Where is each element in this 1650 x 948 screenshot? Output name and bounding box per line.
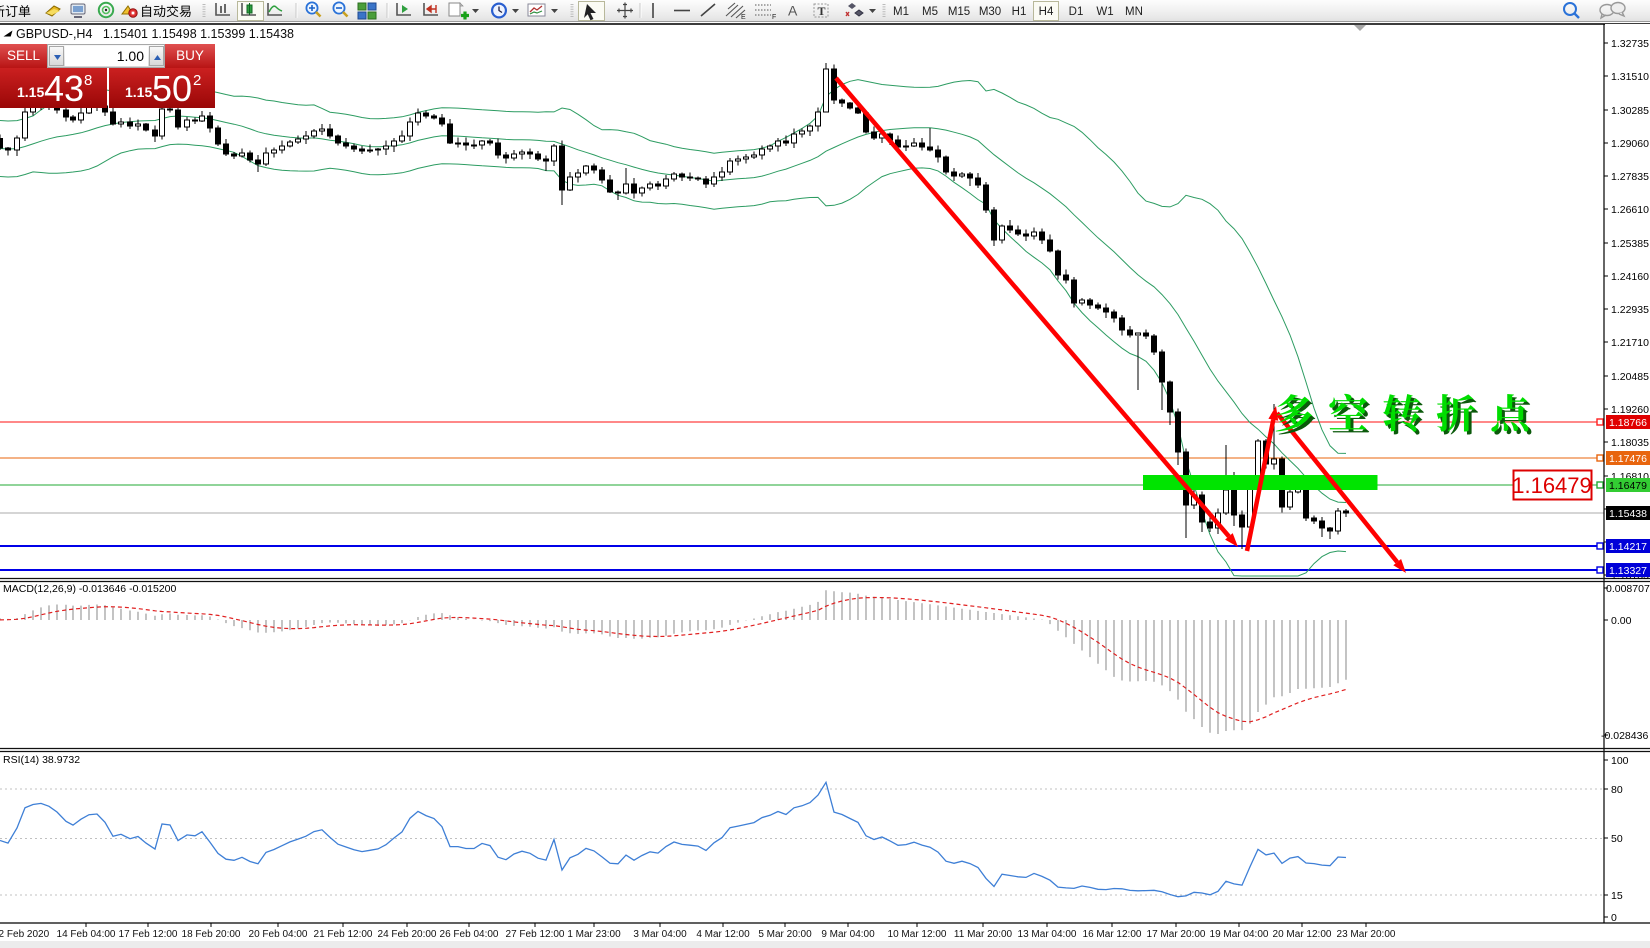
svg-text:100: 100 [1611, 755, 1629, 767]
svg-text:1.21710: 1.21710 [1611, 337, 1649, 349]
svg-text:18 Feb 20:00: 18 Feb 20:00 [182, 929, 241, 940]
svg-text:16 Mar 12:00: 16 Mar 12:00 [1083, 929, 1142, 940]
svg-text:17 Mar 20:00: 17 Mar 20:00 [1147, 929, 1206, 940]
svg-text:11 Mar 20:00: 11 Mar 20:00 [954, 929, 1013, 940]
svg-text:20 Feb 04:00: 20 Feb 04:00 [249, 929, 308, 940]
svg-text:MACD(12,26,9) -0.013646 -0.015: MACD(12,26,9) -0.013646 -0.015200 [3, 583, 177, 595]
svg-text:1 Mar 23:00: 1 Mar 23:00 [567, 929, 621, 940]
svg-text:21 Feb 12:00: 21 Feb 12:00 [314, 929, 373, 940]
svg-text:1.16479: 1.16479 [1512, 473, 1592, 498]
svg-text:1.24160: 1.24160 [1611, 271, 1649, 283]
svg-text:24 Feb 20:00: 24 Feb 20:00 [378, 929, 437, 940]
svg-text:1.31510: 1.31510 [1611, 71, 1649, 83]
svg-text:RSI(14) 38.9732: RSI(14) 38.9732 [3, 754, 80, 766]
svg-text:MN: MN [1125, 6, 1143, 18]
svg-text:19 Mar 04:00: 19 Mar 04:00 [1210, 929, 1269, 940]
svg-text:4 Mar 12:00: 4 Mar 12:00 [696, 929, 750, 940]
svg-text:1.18766: 1.18766 [1609, 417, 1647, 429]
svg-text:E: E [741, 14, 746, 21]
svg-text:1.20485: 1.20485 [1611, 371, 1649, 383]
svg-text:D1: D1 [1069, 6, 1084, 18]
svg-text:10 Mar 12:00: 10 Mar 12:00 [888, 929, 947, 940]
svg-text:1.15438: 1.15438 [1609, 508, 1647, 520]
svg-text:F: F [772, 14, 776, 21]
svg-text:14 Feb 04:00: 14 Feb 04:00 [57, 929, 116, 940]
svg-text:0.00: 0.00 [1611, 615, 1632, 627]
svg-text:M15: M15 [948, 6, 970, 18]
svg-text:H1: H1 [1012, 6, 1027, 18]
svg-text:T: T [818, 4, 826, 18]
svg-text:12 Feb 2020: 12 Feb 2020 [0, 929, 50, 940]
svg-text:1.19260: 1.19260 [1611, 404, 1649, 416]
svg-text:26 Feb 04:00: 26 Feb 04:00 [440, 929, 499, 940]
svg-text:1.18035: 1.18035 [1611, 437, 1649, 449]
svg-text:1.30285: 1.30285 [1611, 105, 1649, 117]
svg-text:1.16479: 1.16479 [1609, 480, 1647, 492]
svg-text:W1: W1 [1096, 6, 1113, 18]
svg-text:-0.028436: -0.028436 [1601, 730, 1648, 742]
svg-text:27 Feb 12:00: 27 Feb 12:00 [506, 929, 565, 940]
svg-text:1.25385: 1.25385 [1611, 238, 1649, 250]
svg-text:A: A [788, 3, 798, 19]
svg-text:3 Mar 04:00: 3 Mar 04:00 [633, 929, 687, 940]
svg-text:M5: M5 [922, 6, 938, 18]
svg-text:1.17476: 1.17476 [1609, 453, 1647, 465]
svg-text:23 Mar 20:00: 23 Mar 20:00 [1337, 929, 1396, 940]
svg-text:1.29060: 1.29060 [1611, 138, 1649, 150]
svg-text:1.26610: 1.26610 [1611, 204, 1649, 216]
svg-text:1.27835: 1.27835 [1611, 171, 1649, 183]
svg-text:15: 15 [1611, 890, 1623, 902]
svg-text:9 Mar 04:00: 9 Mar 04:00 [821, 929, 875, 940]
svg-text:50: 50 [1611, 833, 1623, 845]
svg-text:1.13327: 1.13327 [1609, 565, 1647, 577]
svg-text:80: 80 [1611, 784, 1623, 796]
svg-text:5 Mar 20:00: 5 Mar 20:00 [758, 929, 812, 940]
svg-text:1.14217: 1.14217 [1609, 541, 1647, 553]
svg-text:0.008707: 0.008707 [1606, 583, 1650, 595]
svg-text:1.22935: 1.22935 [1611, 304, 1649, 316]
svg-text:17 Feb 12:00: 17 Feb 12:00 [119, 929, 178, 940]
svg-text:H4: H4 [1039, 6, 1054, 18]
svg-text:0: 0 [1611, 912, 1617, 924]
svg-text:20 Mar 12:00: 20 Mar 12:00 [1273, 929, 1332, 940]
svg-text:13 Mar 04:00: 13 Mar 04:00 [1018, 929, 1077, 940]
svg-text:M1: M1 [893, 6, 909, 18]
svg-text:M30: M30 [979, 6, 1001, 18]
svg-text:1.32735: 1.32735 [1611, 38, 1649, 50]
